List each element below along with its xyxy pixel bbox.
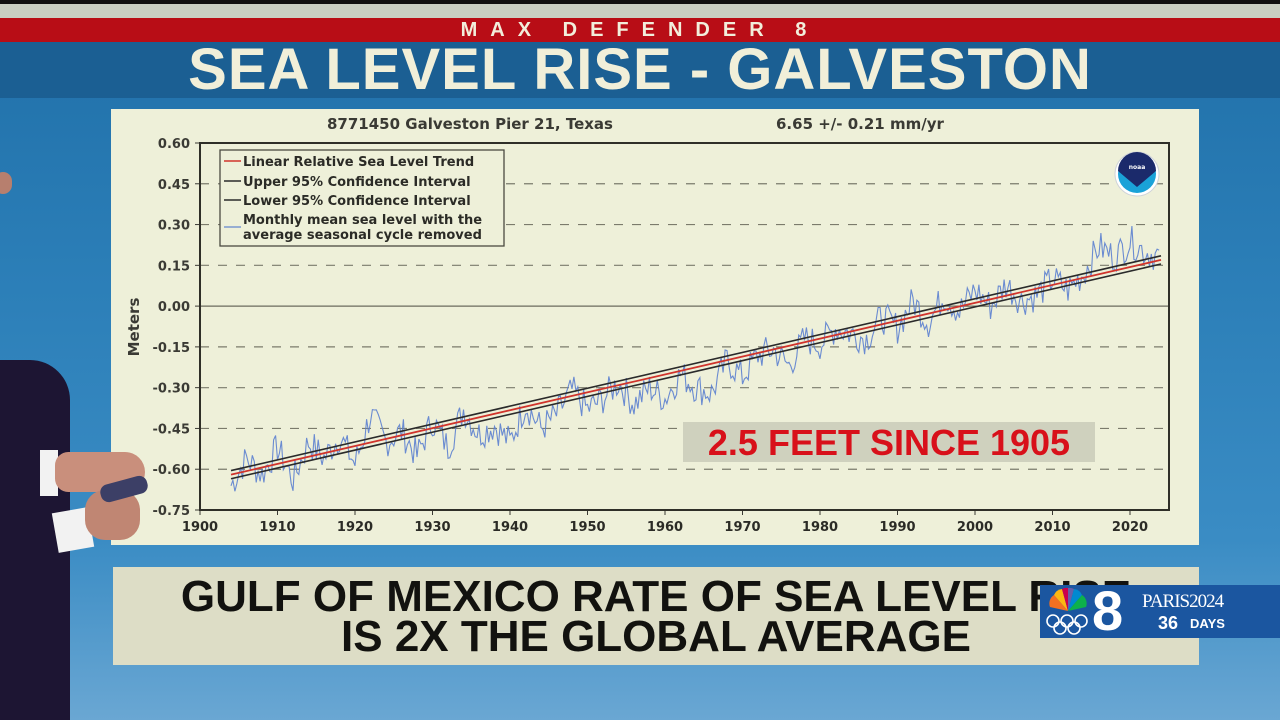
chart-title: 8771450 Galveston Pier 21, Texas: [327, 115, 613, 133]
svg-text:-0.30: -0.30: [153, 382, 190, 397]
svg-text:0.00: 0.00: [158, 300, 190, 315]
countdown-label: DAYS: [1190, 616, 1225, 631]
countdown-number: 36: [1158, 613, 1179, 633]
svg-text:noaa: noaa: [1129, 164, 1146, 171]
lower-third-line2: IS 2X THE GLOBAL AVERAGE: [341, 612, 971, 661]
grid-lines: [200, 183, 1169, 470]
legend-item-trend: Linear Relative Sea Level Trend: [243, 155, 474, 170]
presenter-hand-edge: [0, 172, 12, 194]
svg-text:1920: 1920: [337, 520, 373, 535]
svg-text:1990: 1990: [879, 520, 915, 535]
lower-third-banner: GULF OF MEXICO RATE OF SEA LEVEL RISE IS…: [113, 567, 1199, 665]
x-axis: 1900 1910 1920 1930 1940 1950 1960 1970 1980 1990…: [182, 510, 1148, 535]
lower-third-line1: GULF OF MEXICO RATE OF SEA LEVEL RISE: [180, 572, 1132, 621]
title-text: SEA LEVEL RISE - GALVESTON: [188, 37, 1092, 102]
legend-item-upper-ci: Upper 95% Confidence Interval: [243, 175, 471, 190]
y-axis-label: Meters: [125, 298, 143, 357]
olympic-rings-icon: [1046, 614, 1088, 635]
svg-text:0.45: 0.45: [158, 178, 190, 193]
legend-item-monthly-line2: average seasonal cycle removed: [243, 228, 482, 243]
svg-text:1960: 1960: [647, 520, 683, 535]
legend: Linear Relative Sea Level Trend Upper 95…: [219, 149, 505, 247]
svg-text:2010: 2010: [1034, 520, 1070, 535]
top-strip: [0, 0, 1280, 18]
svg-text:1940: 1940: [492, 520, 528, 535]
svg-text:2020: 2020: [1112, 520, 1148, 535]
svg-text:1970: 1970: [724, 520, 760, 535]
svg-text:0.60: 0.60: [158, 137, 190, 152]
svg-text:1910: 1910: [259, 520, 295, 535]
svg-text:-0.60: -0.60: [153, 463, 190, 478]
y-axis: 0.60 0.45 0.30 0.15 0.00 -0.15 -0.30 -0.45 -0.60…: [153, 137, 200, 519]
svg-text:0.30: 0.30: [158, 219, 190, 234]
channel-number: 8: [1092, 579, 1124, 642]
svg-text:1930: 1930: [414, 520, 450, 535]
annotation-callout: 2.5 FEET SINCE 1905: [683, 422, 1095, 463]
event-name: PARIS2024: [1142, 591, 1224, 612]
presenter-cuff: [40, 450, 58, 496]
segment-banner: MAX DEFENDER 8: [0, 18, 1280, 42]
svg-text:2000: 2000: [957, 520, 993, 535]
legend-item-lower-ci: Lower 95% Confidence Interval: [243, 194, 471, 209]
page-title: SEA LEVEL RISE - GALVESTON: [0, 37, 1280, 102]
svg-text:-0.75: -0.75: [153, 504, 190, 519]
legend-item-monthly: Monthly mean sea level with the: [243, 213, 482, 228]
svg-text:1980: 1980: [802, 520, 838, 535]
noaa-logo-icon: noaa: [1114, 151, 1160, 197]
chart-panel: 8771450 Galveston Pier 21, Texas 6.65 +/…: [111, 109, 1199, 545]
svg-text:0.15: 0.15: [158, 259, 190, 274]
svg-text:1950: 1950: [569, 520, 605, 535]
station-logo: 8 PARIS2024 36 DAYS: [1040, 579, 1280, 642]
peacock-icon: [1049, 587, 1087, 611]
svg-text:-0.15: -0.15: [153, 341, 190, 356]
svg-text:1900: 1900: [182, 520, 218, 535]
chart-rate: 6.65 +/- 0.21 mm/yr: [776, 115, 944, 133]
svg-text:-0.45: -0.45: [153, 422, 190, 437]
sea-level-chart: 0.60 0.45 0.30 0.15 0.00 -0.15 -0.30 -0.45 -0.60…: [125, 137, 1170, 535]
data-series: [230, 225, 1162, 492]
